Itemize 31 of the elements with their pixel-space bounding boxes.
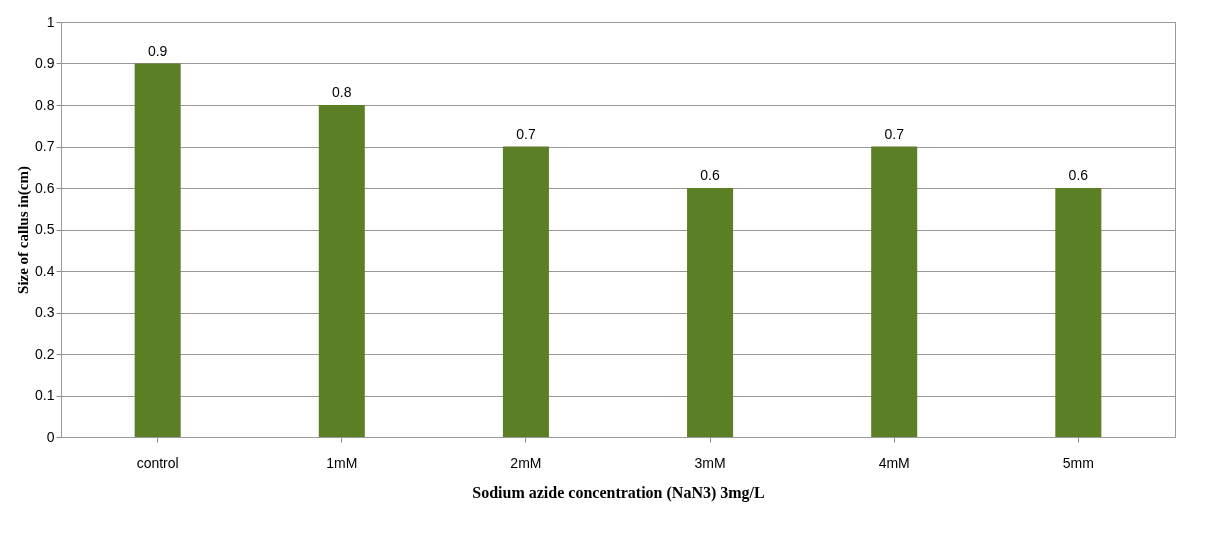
x-tick-label: 5mm bbox=[1062, 454, 1094, 471]
bar bbox=[687, 188, 734, 437]
x-tick-label: 4mM bbox=[878, 454, 910, 471]
y-tick-label: 0 bbox=[46, 428, 55, 445]
bar bbox=[134, 63, 181, 437]
x-tick-label: 1mM bbox=[326, 454, 358, 471]
y-tick-label: 0.8 bbox=[35, 96, 55, 113]
y-tick-label: 0.7 bbox=[35, 138, 55, 154]
y-tick-label: 1 bbox=[46, 13, 55, 30]
y-tick-label: 0.1 bbox=[35, 387, 55, 403]
data-label: 0.7 bbox=[516, 125, 536, 142]
bar bbox=[318, 105, 365, 437]
y-tick-label: 0.3 bbox=[35, 304, 55, 320]
x-axis-title: Sodium azide concentration (NaN3) 3mg/L bbox=[472, 483, 765, 502]
y-tick-label: 0.6 bbox=[35, 179, 55, 196]
x-tick-label: 2mM bbox=[510, 454, 542, 471]
data-label: 0.9 bbox=[147, 42, 168, 59]
y-tick-label: 0.9 bbox=[35, 55, 55, 71]
bar bbox=[1055, 188, 1102, 437]
y-tick-label: 0.5 bbox=[35, 221, 55, 237]
y-axis-title: Size of callus in(cm) bbox=[15, 166, 33, 294]
data-label: 0.6 bbox=[700, 167, 721, 183]
data-label: 0.6 bbox=[1068, 167, 1089, 183]
data-label: 0.7 bbox=[884, 125, 905, 142]
x-tick-label: 3mM bbox=[694, 454, 726, 471]
bar bbox=[871, 146, 918, 437]
x-tick-label: control bbox=[136, 454, 179, 471]
y-tick-label: 0.2 bbox=[35, 345, 55, 362]
y-tick-label: 0.4 bbox=[35, 262, 55, 279]
bar bbox=[502, 146, 549, 437]
data-label: 0.8 bbox=[332, 84, 352, 100]
